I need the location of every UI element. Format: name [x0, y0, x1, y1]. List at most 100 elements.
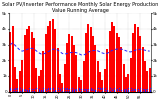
Point	[125, 90, 127, 91]
Bar	[28, 26, 30, 92]
Bar	[130, 58, 132, 92]
Point	[148, 90, 151, 92]
Point	[78, 89, 80, 90]
Bar	[142, 47, 144, 92]
Point	[141, 90, 144, 92]
Point	[118, 87, 120, 89]
Bar	[144, 61, 146, 92]
Point	[49, 87, 52, 89]
Bar	[54, 29, 56, 92]
Point	[122, 90, 125, 91]
Point	[28, 89, 31, 90]
Bar	[85, 33, 87, 92]
Point	[148, 87, 151, 89]
Bar	[12, 26, 14, 92]
Point	[75, 89, 78, 91]
Bar	[68, 34, 70, 92]
Point	[42, 90, 45, 92]
Bar	[16, 79, 18, 92]
Point	[61, 90, 64, 92]
Point	[33, 88, 35, 90]
Point	[28, 90, 31, 91]
Point	[19, 90, 21, 91]
Point	[120, 90, 123, 91]
Bar	[9, 32, 11, 92]
Bar	[71, 36, 73, 92]
Point	[132, 90, 134, 91]
Point	[75, 89, 78, 91]
Point	[139, 88, 141, 89]
Point	[101, 90, 104, 91]
Point	[75, 88, 78, 90]
Bar	[92, 36, 94, 92]
Bar	[14, 66, 16, 92]
Bar	[104, 69, 106, 92]
Point	[9, 87, 12, 89]
Bar	[139, 36, 141, 92]
Point	[26, 89, 28, 91]
Point	[87, 90, 90, 92]
Point	[59, 90, 61, 91]
Bar	[113, 26, 115, 92]
Point	[120, 89, 123, 91]
Bar	[83, 61, 84, 92]
Point	[96, 90, 99, 92]
Bar	[87, 24, 89, 92]
Point	[129, 89, 132, 90]
Point	[113, 90, 116, 92]
Point	[63, 88, 66, 89]
Bar	[45, 34, 47, 92]
Point	[9, 88, 12, 90]
Point	[106, 89, 108, 91]
Bar	[66, 43, 68, 92]
Bar	[132, 33, 134, 92]
Point	[35, 88, 38, 89]
Point	[120, 89, 123, 90]
Point	[47, 87, 49, 89]
Point	[61, 90, 64, 92]
Point	[144, 90, 146, 92]
Point	[73, 88, 75, 90]
Point	[16, 87, 19, 89]
Point	[49, 88, 52, 89]
Point	[16, 90, 19, 92]
Point	[52, 90, 54, 92]
Point	[40, 90, 42, 92]
Point	[44, 89, 47, 91]
Point	[144, 90, 146, 91]
Point	[132, 88, 134, 90]
Point	[85, 89, 87, 90]
Point	[137, 89, 139, 90]
Point	[52, 87, 54, 89]
Point	[11, 90, 14, 92]
Bar	[19, 71, 21, 92]
Point	[87, 90, 90, 92]
Point	[54, 90, 56, 91]
Point	[134, 88, 137, 90]
Point	[30, 88, 33, 90]
Bar	[61, 83, 63, 92]
Bar	[125, 77, 127, 92]
Point	[35, 87, 38, 89]
Bar	[127, 74, 129, 92]
Point	[113, 87, 116, 89]
Point	[21, 89, 23, 91]
Point	[73, 89, 75, 91]
Bar	[73, 45, 75, 92]
Point	[59, 88, 61, 90]
Bar	[24, 35, 25, 92]
Point	[148, 89, 151, 91]
Point	[141, 88, 144, 90]
Point	[66, 88, 68, 89]
Point	[54, 90, 56, 92]
Point	[47, 90, 49, 91]
Point	[141, 88, 144, 90]
Point	[94, 90, 97, 91]
Point	[37, 90, 40, 92]
Point	[19, 90, 21, 91]
Point	[80, 88, 82, 89]
Point	[129, 87, 132, 88]
Point	[99, 87, 101, 89]
Point	[44, 88, 47, 90]
Bar	[123, 64, 125, 92]
